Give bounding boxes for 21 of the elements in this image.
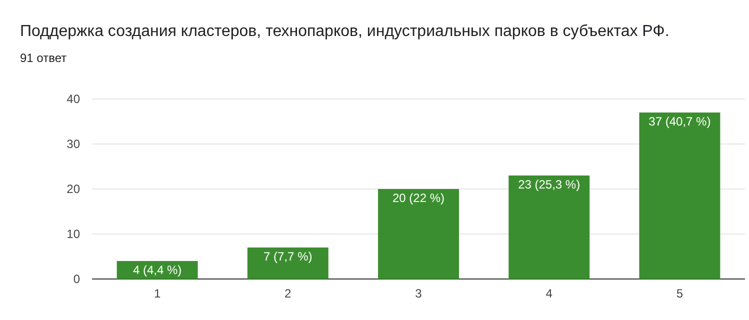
data-label: 23 (25,3 %) (518, 178, 580, 192)
data-label: 37 (40,7 %) (648, 114, 711, 128)
bar (508, 176, 590, 279)
y-tick-label: 0 (73, 272, 80, 286)
y-tick-label: 20 (66, 182, 80, 196)
x-tick-label: 5 (676, 286, 684, 301)
x-tick-label: 1 (154, 286, 161, 301)
x-tick-label: 4 (546, 286, 553, 301)
bar (639, 112, 720, 279)
y-tick-label: 40 (66, 92, 80, 106)
chart-title: Поддержка создания кластеров, технопарков, индустриальных парков в субъектах РФ. (20, 23, 670, 40)
bar (378, 189, 459, 279)
data-label: 7 (7,7 %) (264, 250, 312, 264)
y-tick-label: 10 (66, 226, 80, 241)
data-label: 4 (4,4 %) (132, 263, 182, 277)
y-tick-label: 30 (66, 136, 80, 151)
x-tick-label: 2 (284, 286, 292, 301)
data-label: 20 (22 %) (392, 191, 445, 205)
x-tick-label: 3 (415, 286, 422, 301)
chart-subtitle: 91 ответ (20, 51, 68, 65)
bar (247, 248, 328, 279)
